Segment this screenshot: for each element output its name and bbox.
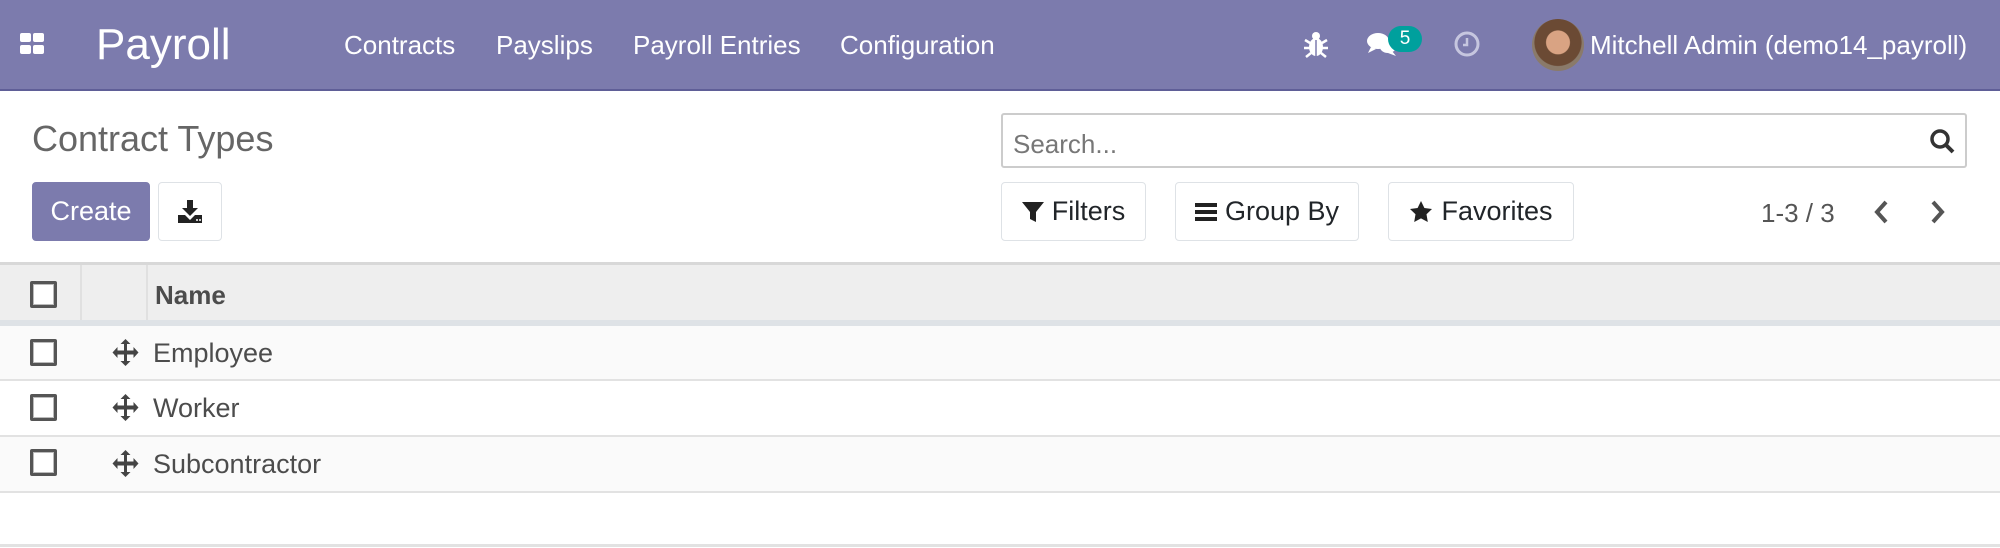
row-name: Worker — [153, 393, 240, 423]
filters-label: Filters — [1051, 196, 1126, 226]
favorites-label: Favorites — [1441, 196, 1553, 226]
column-divider — [146, 265, 148, 320]
create-label: Create — [50, 196, 132, 226]
drag-handle-move-icon[interactable] — [112, 450, 139, 477]
table-header: Name — [0, 262, 2000, 326]
list-bars-icon — [1194, 202, 1217, 221]
app-title[interactable]: Payroll — [96, 20, 231, 69]
search-placeholder: Search... — [1013, 129, 1118, 159]
row-checkbox[interactable] — [30, 394, 57, 421]
table-row[interactable]: Subcontractor — [0, 437, 2000, 493]
favorites-button[interactable]: Favorites — [1388, 182, 1574, 241]
message-count-badge: 5 — [1388, 26, 1422, 52]
search-input[interactable]: Search... — [1001, 113, 1967, 168]
debug-bug-icon[interactable] — [1303, 30, 1329, 63]
create-button[interactable]: Create — [32, 182, 150, 241]
pager-value[interactable]: 1-3 / 3 — [1761, 198, 1835, 228]
column-header-name[interactable]: Name — [155, 280, 226, 310]
apps-menu-icon[interactable] — [20, 33, 45, 55]
menu-configuration[interactable]: Configuration — [840, 30, 995, 60]
user-avatar[interactable] — [1532, 19, 1584, 71]
select-all-checkbox[interactable] — [30, 281, 57, 308]
table-bottom-border — [0, 544, 2000, 547]
column-divider — [80, 265, 82, 320]
export-download-button[interactable] — [158, 182, 222, 241]
group-by-button[interactable]: Group By — [1175, 182, 1359, 241]
download-icon — [178, 199, 202, 223]
menu-contracts[interactable]: Contracts — [344, 30, 456, 60]
group-by-label: Group By — [1224, 196, 1340, 226]
search-icon[interactable] — [1929, 128, 1955, 154]
drag-handle-move-icon[interactable] — [112, 394, 139, 421]
page-title: Contract Types — [32, 118, 274, 159]
row-checkbox[interactable] — [30, 339, 57, 366]
top-navbar: Payroll Contracts Payslips Payroll Entri… — [0, 0, 2000, 91]
pager-previous-icon[interactable] — [1872, 199, 1890, 225]
menu-payslips[interactable]: Payslips — [496, 30, 593, 60]
drag-handle-move-icon[interactable] — [112, 339, 139, 366]
row-name: Subcontractor — [153, 449, 322, 479]
menu-payroll-entries[interactable]: Payroll Entries — [633, 30, 801, 60]
user-menu[interactable]: Mitchell Admin (demo14_payroll) — [1590, 30, 1968, 60]
table-row[interactable]: Worker — [0, 381, 2000, 437]
filters-button[interactable]: Filters — [1001, 182, 1146, 241]
row-name: Employee — [153, 338, 274, 368]
filter-icon — [1021, 201, 1044, 222]
row-checkbox[interactable] — [30, 449, 57, 476]
activity-clock-icon[interactable] — [1453, 30, 1481, 63]
pager-next-icon[interactable] — [1929, 199, 1947, 225]
table-row[interactable]: Employee — [0, 326, 2000, 381]
star-icon — [1410, 200, 1433, 222]
